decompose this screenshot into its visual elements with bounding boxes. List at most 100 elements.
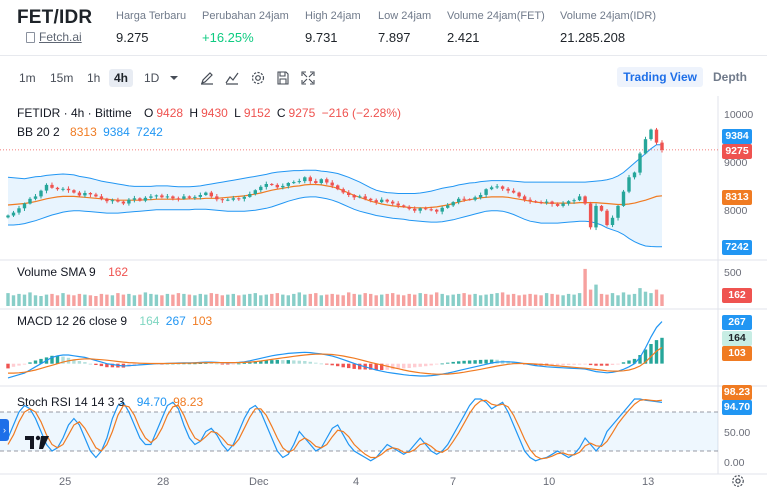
collapse-panel-tab[interactable]: ›: [0, 419, 9, 441]
candle-body: [605, 210, 609, 225]
candle-body: [110, 200, 115, 202]
volume-bar: [627, 294, 631, 306]
macd-histogram-bar: [396, 363, 400, 369]
stat-value: 2.421: [447, 30, 480, 45]
volume-bar: [660, 294, 664, 306]
tab-depth[interactable]: Depth: [713, 70, 747, 84]
candle-body: [451, 202, 455, 206]
candle-body: [303, 177, 307, 182]
macd-histogram-bar: [380, 363, 384, 370]
indicator-icon[interactable]: [224, 70, 240, 86]
stat-label: Harga Terbaru: [116, 10, 187, 22]
macd-histogram-bar: [555, 363, 560, 366]
volume-bar: [511, 293, 516, 306]
volume-bar: [22, 294, 27, 306]
candle-body: [478, 195, 483, 198]
timeframe-15m[interactable]: 15m: [50, 71, 74, 85]
candle-body: [341, 189, 345, 193]
macd-histogram-bar: [473, 360, 477, 364]
volume-bar: [242, 294, 246, 306]
timeframe-1h[interactable]: 1h: [87, 71, 101, 85]
volume-bar: [566, 293, 571, 306]
volume-bar: [489, 293, 494, 306]
macd-histogram-bar: [627, 360, 631, 364]
candle-body: [138, 198, 142, 201]
volume-bar: [303, 294, 307, 306]
macd-histogram-bar: [325, 363, 329, 365]
macd-histogram-bar: [39, 358, 43, 364]
candle-body: [319, 179, 323, 183]
macd-histogram-bar: [286, 360, 290, 364]
legend-stoch: Stoch RSI 14 14 3 3 94.70 98.23: [17, 395, 206, 409]
dropdown-icon[interactable]: [166, 70, 182, 86]
candle-body: [539, 202, 543, 204]
legend-low-label: L: [234, 106, 241, 120]
candle-body: [61, 188, 65, 190]
macd-histogram-bar: [77, 361, 82, 364]
volume-bar: [544, 293, 549, 306]
candle-body: [55, 187, 60, 190]
legend-macd-label: MACD 12 26 close 9: [17, 314, 128, 328]
macd-histogram-bar: [198, 363, 202, 364]
timeframe-1d[interactable]: 1D: [144, 71, 160, 85]
macd-histogram-bar: [594, 363, 598, 366]
candle-body: [407, 206, 411, 209]
chart-canvas[interactable]: [0, 96, 767, 495]
volume-bar: [198, 293, 202, 306]
timeframe-1m[interactable]: 1m: [19, 71, 36, 85]
volume-bar: [621, 292, 626, 306]
candle-body: [149, 196, 153, 198]
stat-value: 7.897: [378, 30, 411, 45]
timeframe-4h[interactable]: 4h: [109, 69, 134, 87]
stat-last-price: Harga Terbaru 9.275: [116, 10, 186, 45]
macd-histogram-bar: [22, 363, 27, 365]
save-icon[interactable]: [275, 70, 291, 86]
candle-body: [638, 153, 642, 173]
macd-histogram-bar: [402, 363, 406, 369]
chart-settings-icon[interactable]: [731, 474, 745, 488]
macd-histogram-bar: [588, 363, 593, 366]
candle-body: [522, 196, 527, 200]
source-link[interactable]: Fetch.ai: [26, 30, 82, 44]
legend-bb-upper: 9384: [103, 125, 130, 139]
volume-bar: [275, 293, 279, 306]
tab-trading-view[interactable]: Trading View: [617, 67, 703, 87]
candle-body: [533, 201, 538, 203]
volume-bar: [138, 294, 142, 306]
macd-histogram-bar: [418, 363, 422, 367]
volume-bar: [369, 293, 373, 306]
draw-icon[interactable]: [199, 70, 215, 86]
chart-area[interactable]: FETIDR · 4h · Bittime O 9428 H 9430 L 9152 …: [0, 96, 767, 495]
volume-bar: [610, 293, 615, 306]
candle-body: [396, 203, 400, 206]
candle-body: [220, 199, 224, 201]
legend-open: 9428: [156, 106, 184, 120]
macd-histogram-bar: [632, 358, 637, 364]
volume-bar: [446, 295, 450, 306]
badge-macd-signal: 103: [722, 346, 752, 361]
volume-bar: [297, 292, 301, 306]
candle-body: [413, 208, 417, 211]
candle-body: [308, 177, 312, 182]
candle-body: [495, 186, 499, 188]
macd-histogram-bar: [50, 355, 54, 364]
volume-bar: [336, 294, 340, 306]
legend-low: 9152: [243, 106, 271, 120]
macd-histogram-bar: [610, 363, 615, 365]
macd-histogram-bar: [259, 361, 263, 364]
badge-stoch-d: 98.23: [722, 385, 752, 400]
chart-toolbar: 1m 15m 1h 4h 1D: [0, 62, 767, 92]
stoch-band-fill: [0, 412, 718, 451]
settings-icon[interactable]: [250, 70, 266, 86]
volume-bar: [440, 293, 444, 306]
candle-body: [358, 196, 362, 198]
tradingview-logo-icon: [25, 435, 49, 449]
volume-bar: [330, 293, 334, 306]
candle-body: [198, 195, 202, 197]
stoch-tick: 50.00: [724, 427, 751, 439]
fullscreen-icon[interactable]: [300, 70, 316, 86]
volume-bar: [577, 293, 582, 306]
candle-body: [402, 205, 406, 207]
volume-bar: [66, 294, 71, 306]
candle-body: [380, 199, 384, 203]
